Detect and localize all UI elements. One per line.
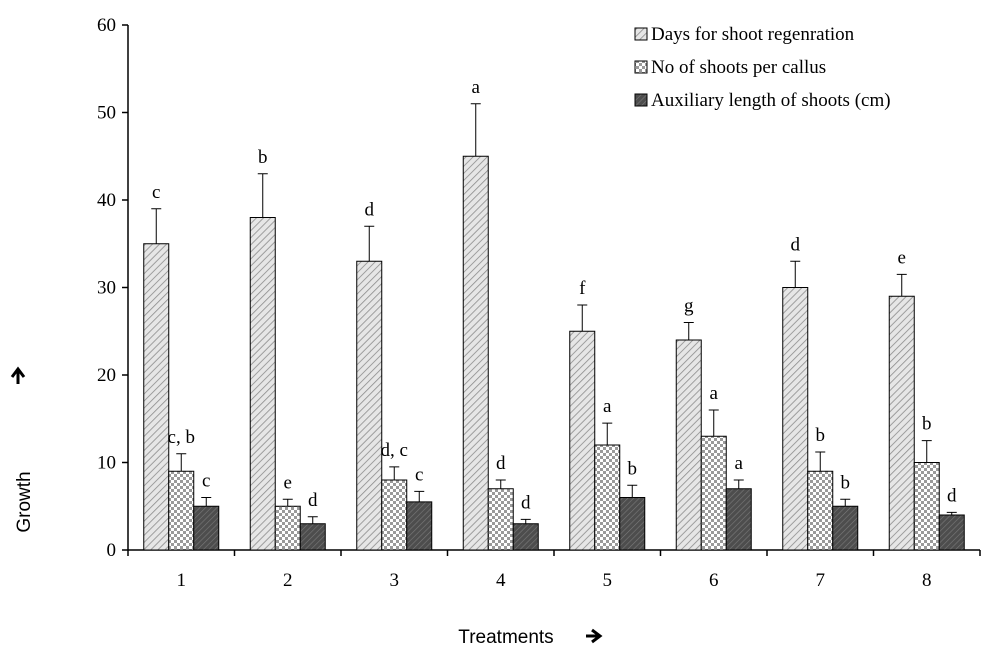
significance-label: b <box>922 414 932 435</box>
legend-swatch <box>634 93 648 107</box>
bar <box>193 505 220 551</box>
bar <box>487 488 514 551</box>
x-tick-label: 4 <box>496 570 506 591</box>
significance-label: a <box>472 77 481 98</box>
bar <box>512 523 539 551</box>
y-tick-label: 30 <box>97 278 116 299</box>
legend: Days for shoot regenration No of shoots p… <box>634 24 891 111</box>
significance-label: e <box>898 247 906 268</box>
bar <box>381 479 408 551</box>
significance-label: a <box>603 396 612 417</box>
bar <box>274 505 301 551</box>
y-tick-label: 0 <box>107 540 117 561</box>
bar <box>938 514 965 551</box>
y-tick-label: 10 <box>97 453 116 474</box>
significance-label: e <box>284 472 292 493</box>
significance-label: b <box>258 147 268 168</box>
bar <box>168 470 195 551</box>
bar <box>700 435 727 551</box>
bar <box>807 470 834 551</box>
bar <box>725 488 752 551</box>
legend-label: Days for shoot regenration <box>651 24 855 45</box>
significance-label: b <box>816 425 826 446</box>
significance-label: c <box>202 471 210 492</box>
axes: 0 10 20 30 40 50 60 1 2 3 4 5 6 7 8 <box>97 15 981 591</box>
bar <box>832 505 859 551</box>
significance-label: d <box>791 234 801 255</box>
significance-label: d <box>308 490 318 511</box>
bar <box>594 444 621 551</box>
x-tick-label: 1 <box>177 570 187 591</box>
significance-label: a <box>710 383 719 404</box>
bar <box>143 243 170 551</box>
significance-label: d, c <box>381 440 408 461</box>
x-tick-label: 5 <box>603 570 613 591</box>
legend-swatch <box>634 27 648 41</box>
x-tick-label: 7 <box>816 570 826 591</box>
bar <box>569 330 596 551</box>
significance-label: a <box>735 453 744 474</box>
significance-label: c, b <box>168 427 195 448</box>
x-axis-title: Treatments <box>458 627 553 645</box>
significance-label: d <box>521 492 531 513</box>
significance-label: b <box>841 472 851 493</box>
significance-label: d <box>947 485 957 506</box>
y-tick-label: 20 <box>97 365 116 386</box>
bar <box>406 501 433 551</box>
significance-label: c <box>152 182 160 203</box>
bar <box>619 497 646 551</box>
bar <box>356 260 383 551</box>
bar <box>888 295 915 551</box>
significance-label: g <box>684 296 694 317</box>
x-tick-label: 2 <box>283 570 293 591</box>
bar <box>462 155 489 551</box>
y-tick-label: 50 <box>97 103 116 124</box>
x-tick-label: 8 <box>922 570 932 591</box>
legend-label: Auxiliary length of shoots (cm) <box>651 90 891 111</box>
bar <box>782 287 809 551</box>
significance-label: d <box>496 453 506 474</box>
legend-swatch <box>634 60 648 74</box>
x-axis-arrow-icon <box>586 628 603 644</box>
y-tick-label: 40 <box>97 190 116 211</box>
bar <box>299 523 326 551</box>
significance-label: d <box>365 199 375 220</box>
significance-label: c <box>415 464 423 485</box>
y-axis-title: Growth <box>14 471 35 532</box>
bar <box>675 339 702 551</box>
x-tick-label: 6 <box>709 570 719 591</box>
x-tick-label: 3 <box>390 570 400 591</box>
significance-label: b <box>628 458 638 479</box>
legend-label: No of shoots per callus <box>651 57 826 78</box>
significance-label: f <box>579 278 586 299</box>
bar <box>249 217 276 551</box>
bar <box>913 462 940 551</box>
y-tick-label: 60 <box>97 15 116 36</box>
y-axis-arrow-icon <box>10 366 26 384</box>
